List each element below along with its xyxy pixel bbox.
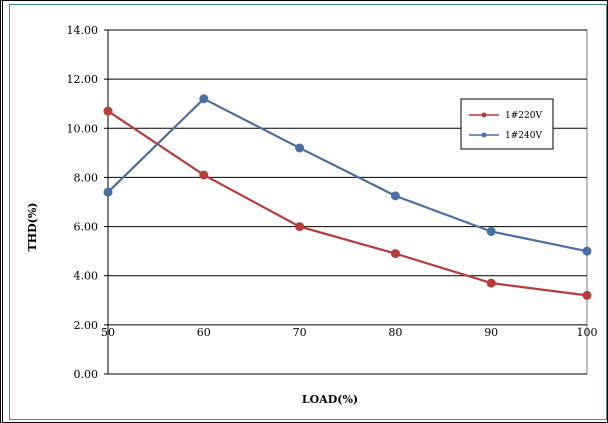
- x-tick-label-2: 70: [293, 326, 307, 339]
- data-point-1-0: [103, 187, 113, 197]
- y-tick-label-4: 8.00: [74, 171, 99, 184]
- x-tick-label-4: 90: [484, 326, 498, 339]
- data-point-1-4: [486, 226, 496, 236]
- data-point-1-2: [295, 143, 305, 153]
- series-line-0: [107, 110, 588, 297]
- y-tick-label-6: 12.00: [67, 73, 99, 86]
- data-point-1-5: [582, 246, 592, 256]
- data-point-1-1: [199, 94, 209, 104]
- legend-label-0: 1#220V: [505, 111, 542, 121]
- data-point-0-2: [295, 222, 305, 232]
- x-axis-title: LOAD(%): [302, 393, 358, 406]
- series: [103, 94, 592, 300]
- y-tick-label-3: 6.00: [74, 221, 99, 234]
- gridlines: [108, 29, 587, 326]
- x-tick-label-3: 80: [388, 326, 402, 339]
- plot-area: [107, 29, 588, 375]
- legend: 1#220V 1#240V: [460, 98, 554, 150]
- chart-inner-frame: [9, 4, 607, 420]
- y-tick-label-7: 14.00: [67, 24, 99, 37]
- data-point-0-0: [103, 106, 113, 116]
- y-tick-label-2: 4.00: [74, 270, 99, 283]
- y-tick-label-0: 0.00: [74, 368, 99, 381]
- x-axis-tick-labels: 50 60 70 80 90 100: [101, 326, 598, 339]
- data-point-0-1: [199, 170, 209, 180]
- series-0: [103, 106, 592, 300]
- y-tick-label-1: 2.00: [74, 319, 99, 332]
- legend-marker-1: [481, 132, 487, 138]
- y-axis-title: THD(%): [26, 203, 39, 252]
- series-line-1: [107, 97, 588, 253]
- axes: [107, 30, 587, 375]
- data-point-0-5: [582, 290, 592, 300]
- x-tick-label-5: 100: [577, 326, 598, 339]
- data-point-0-4: [486, 278, 496, 288]
- data-point-0-3: [390, 249, 400, 259]
- legend-label-1: 1#240V: [505, 131, 542, 141]
- legend-marker-0: [481, 112, 487, 118]
- series-1: [103, 94, 592, 256]
- x-tick-label-1: 60: [197, 326, 211, 339]
- plot-area-background: [107, 29, 588, 375]
- data-point-1-3: [390, 191, 400, 201]
- y-tick-label-5: 10.00: [67, 122, 99, 135]
- legend-box: [460, 98, 554, 150]
- y-axis-tick-labels: 0.00 2.00 4.00 6.00 8.00 10.00 12.00 14.00: [67, 24, 108, 381]
- x-tick-label-0: 50: [101, 326, 115, 339]
